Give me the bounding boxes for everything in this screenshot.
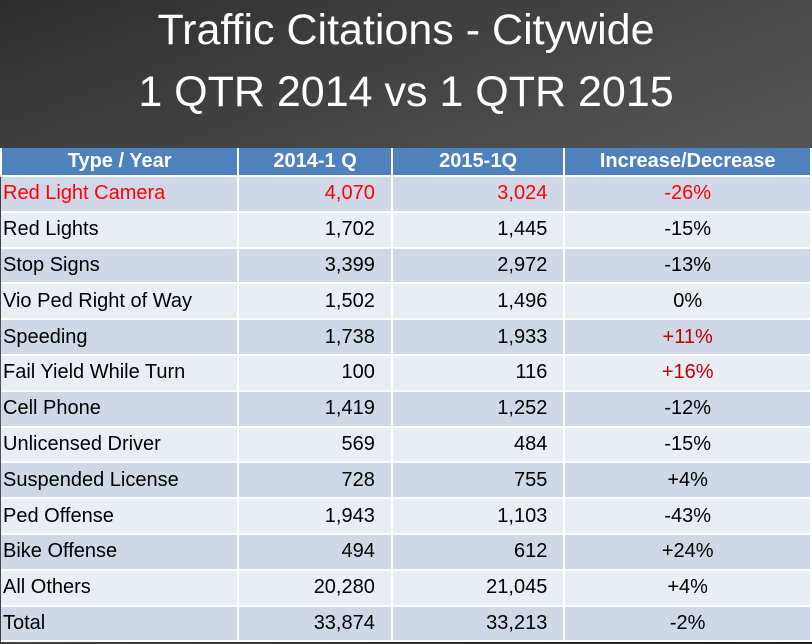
table-row: All Others 20,280 21,045 +4% xyxy=(1,568,812,607)
row-change: 0% xyxy=(563,282,812,321)
row-type: Red Light Camera xyxy=(1,175,240,213)
row-type: All Others xyxy=(1,568,240,607)
row-change: -12% xyxy=(563,389,812,428)
row-type: Speeding xyxy=(1,318,240,356)
row-2015: 612 xyxy=(390,532,566,571)
header-change: Increase/Decrease xyxy=(563,148,812,177)
row-type: Bike Offense xyxy=(1,532,240,571)
row-change: -43% xyxy=(563,497,812,535)
row-2015: 21,045 xyxy=(390,568,566,607)
row-2015: 1,496 xyxy=(390,282,566,321)
row-2015: 755 xyxy=(390,461,566,500)
row-2014: 3,399 xyxy=(237,246,393,285)
row-2014: 1,738 xyxy=(237,318,393,356)
row-2015: 1,933 xyxy=(390,318,566,356)
row-2015: 3,024 xyxy=(390,175,566,213)
table-row: Ped Offense 1,943 1,103 -43% xyxy=(1,497,812,535)
row-2014: 33,874 xyxy=(237,604,393,643)
citations-table: Type / Year 2014-1 Q 2015-1Q Increase/De… xyxy=(0,148,812,643)
row-2014: 1,702 xyxy=(237,210,393,249)
row-change: -26% xyxy=(563,175,812,213)
row-2015: 1,103 xyxy=(390,497,566,535)
row-type: Vio Ped Right of Way xyxy=(1,282,240,321)
row-2015: 484 xyxy=(390,425,566,464)
row-2014: 20,280 xyxy=(237,568,393,607)
row-change: +24% xyxy=(563,532,812,571)
row-2014: 4,070 xyxy=(237,175,393,213)
row-change: -2% xyxy=(563,604,812,643)
row-type: Cell Phone xyxy=(1,389,240,428)
table-row: Total 33,874 33,213 -2% xyxy=(1,604,812,643)
row-change: +11% xyxy=(563,318,812,356)
row-type: Stop Signs xyxy=(1,246,240,285)
table-row: Stop Signs 3,399 2,972 -13% xyxy=(1,246,812,285)
row-change: -13% xyxy=(563,246,812,285)
table-row: Suspended License 728 755 +4% xyxy=(1,461,812,500)
row-change: +4% xyxy=(563,461,812,500)
header-row: Type / Year 2014-1 Q 2015-1Q Increase/De… xyxy=(0,148,812,177)
table-row: Red Light Camera 4,070 3,024 -26% xyxy=(1,175,812,213)
row-change: -15% xyxy=(563,210,812,249)
table-row: Bike Offense 494 612 +24% xyxy=(1,532,812,571)
row-2015: 116 xyxy=(390,353,566,392)
header-2014: 2014-1 Q xyxy=(237,148,393,177)
row-change: +4% xyxy=(563,568,812,607)
table-row: Unlicensed Driver 569 484 -15% xyxy=(1,425,812,464)
table-row: Speeding 1,738 1,933 +11% xyxy=(1,318,812,356)
row-2015: 1,252 xyxy=(390,389,566,428)
row-change: +16% xyxy=(563,353,812,392)
slide-title: Traffic Citations - Citywide 1 QTR 2014 … xyxy=(0,0,812,124)
row-type: Suspended License xyxy=(1,461,240,500)
row-2014: 569 xyxy=(237,425,393,464)
row-2014: 494 xyxy=(237,532,393,571)
row-type: Fail Yield While Turn xyxy=(1,353,240,392)
row-type: Unlicensed Driver xyxy=(1,425,240,464)
title-line-2: 1 QTR 2014 vs 1 QTR 2015 xyxy=(138,68,674,116)
row-type: Red Lights xyxy=(1,210,240,249)
row-2015: 33,213 xyxy=(390,604,566,643)
table-row: Cell Phone 1,419 1,252 -12% xyxy=(1,389,812,428)
row-2015: 2,972 xyxy=(390,246,566,285)
row-2014: 1,419 xyxy=(237,389,393,428)
table-row: Fail Yield While Turn 100 116 +16% xyxy=(1,353,812,392)
row-2015: 1,445 xyxy=(390,210,566,249)
row-2014: 1,943 xyxy=(237,497,393,535)
table-row: Red Lights 1,702 1,445 -15% xyxy=(1,210,812,249)
row-type: Total xyxy=(1,604,240,643)
row-2014: 728 xyxy=(237,461,393,500)
row-2014: 100 xyxy=(237,353,393,392)
header-2015: 2015-1Q xyxy=(390,148,566,177)
table-row: Vio Ped Right of Way 1,502 1,496 0% xyxy=(1,282,812,321)
header-type: Type / Year xyxy=(0,148,240,177)
row-change: -15% xyxy=(563,425,812,464)
row-2014: 1,502 xyxy=(237,282,393,321)
title-line-1: Traffic Citations - Citywide xyxy=(157,6,655,54)
row-type: Ped Offense xyxy=(1,497,240,535)
